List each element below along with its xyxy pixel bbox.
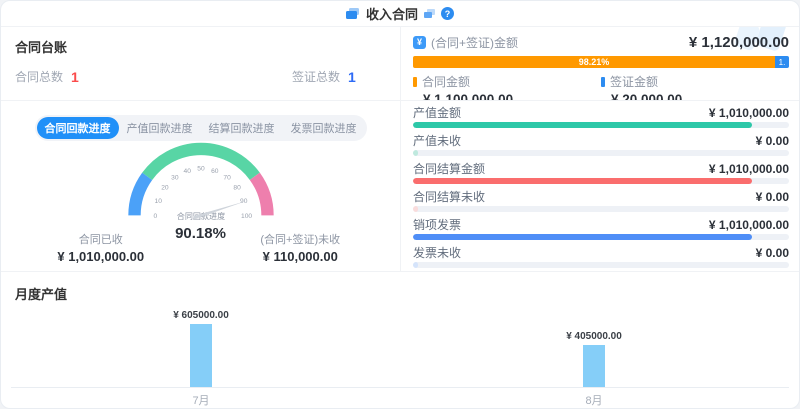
amount-icon: ¥ bbox=[413, 35, 426, 49]
tab-output-progress[interactable]: 产值回款进度 bbox=[126, 123, 193, 135]
row-label: 销项发票 bbox=[413, 218, 462, 232]
gauge-needle bbox=[192, 200, 246, 220]
help-icon[interactable]: ? bbox=[441, 7, 454, 20]
visa-amount-label: 签证金额 bbox=[610, 75, 659, 89]
ledger-title: 合同台账 bbox=[15, 40, 68, 55]
contract-ledger-section: 合同台账 合同总数 1 签证总数 1 bbox=[1, 27, 401, 101]
folder-icon bbox=[345, 8, 360, 19]
bar-july[interactable] bbox=[190, 324, 212, 387]
row-settlement-amount: 合同结算金额 ¥ 1,010,000.00 bbox=[413, 159, 789, 187]
tab-contract-progress[interactable]: 合同回款进度 bbox=[36, 117, 119, 139]
row-output-invoice: 销项发票 ¥ 1,010,000.00 bbox=[413, 215, 789, 243]
unreceived-label: (合同+签证)未收 bbox=[260, 234, 341, 246]
received-label: 合同已收 bbox=[78, 234, 123, 246]
row-label: 合同结算未收 bbox=[413, 190, 486, 204]
monthly-title: 月度产值 bbox=[15, 287, 68, 302]
document-icon bbox=[424, 9, 435, 18]
contract-amount-label: 合同金额 bbox=[422, 75, 471, 89]
amount-title: (合同+签证)金额 bbox=[431, 35, 519, 50]
row-value: ¥ 1,010,000.00 bbox=[708, 161, 789, 176]
contract-legend-mark-icon bbox=[413, 76, 417, 87]
gauge-tick: 80 bbox=[233, 185, 241, 192]
gauge-tick: 50 bbox=[197, 166, 205, 173]
contract-ratio-segment[interactable]: 98.21% bbox=[413, 56, 775, 68]
visa-count-stat: 签证总数 1 bbox=[292, 68, 356, 85]
gauge-tick: 60 bbox=[211, 168, 219, 175]
amount-summary-section: ¥ (合同+签证)金额 ¥ 1,120,000.00 98.21% 1. 合同金… bbox=[401, 27, 799, 101]
row-progress-bar bbox=[413, 178, 789, 184]
visa-legend-mark-icon bbox=[601, 76, 605, 87]
row-output-amount: 产值金额 ¥ 1,010,000.00 bbox=[413, 103, 789, 131]
gauge-tick: 20 bbox=[161, 185, 169, 192]
gauge-tick: 10 bbox=[154, 198, 162, 205]
unreceived-value: ¥ 110,000.00 bbox=[262, 249, 338, 264]
amount-detail-section: 产值金额 ¥ 1,010,000.00 产值未收 ¥ 0.00 合同结算金额 ¥… bbox=[401, 101, 799, 271]
row-progress-bar bbox=[413, 122, 789, 128]
visa-ratio-segment[interactable]: 1. bbox=[775, 56, 789, 68]
gauge-tick: 30 bbox=[171, 174, 179, 181]
row-invoice-unreceived: 发票未收 ¥ 0.00 bbox=[413, 243, 789, 271]
bar-value-label: ¥ 605000.00 bbox=[173, 310, 229, 321]
gauge-segment-high bbox=[249, 172, 274, 216]
row-label: 产值金额 bbox=[413, 106, 462, 120]
row-label: 合同结算金额 bbox=[413, 162, 486, 176]
row-progress-bar bbox=[413, 234, 789, 240]
payment-progress-section: 合同回款进度 产值回款进度 结算回款进度 发票回款进度 0 10 20 30 4… bbox=[1, 101, 401, 271]
row-value: ¥ 1,010,000.00 bbox=[708, 217, 789, 232]
page-title: 收入合同 bbox=[365, 7, 418, 22]
unreceived-summary: (合同+签证)未收 ¥ 110,000.00 bbox=[201, 231, 401, 264]
bar-august[interactable] bbox=[583, 345, 605, 387]
contract-count-stat: 合同总数 1 bbox=[15, 68, 386, 85]
gauge-tick: 0 bbox=[153, 213, 157, 220]
gauge-tick: 70 bbox=[223, 174, 231, 181]
gauge-label: 合同回款进度 bbox=[176, 211, 224, 221]
gauge-tick: 90 bbox=[240, 198, 248, 205]
row-progress-bar bbox=[413, 262, 789, 268]
contract-amount-value: ¥ 1,100,000.00 bbox=[423, 92, 514, 101]
row-progress-bar bbox=[413, 150, 789, 156]
amount-total-value: ¥ 1,120,000.00 bbox=[688, 33, 789, 51]
visa-amount-value: ¥ 20,000.00 bbox=[611, 92, 683, 101]
row-settlement-unreceived: 合同结算未收 ¥ 0.00 bbox=[413, 187, 789, 215]
row-value: ¥ 0.00 bbox=[755, 133, 789, 148]
row-value: ¥ 0.00 bbox=[755, 245, 789, 260]
visa-count-value: 1 bbox=[348, 68, 356, 85]
row-progress-bar bbox=[413, 206, 789, 212]
gauge-segment-mid bbox=[141, 142, 260, 181]
legend-visa-amount: 签证金额 ¥ 20,000.00 bbox=[601, 73, 789, 101]
legend-contract-amount: 合同金额 ¥ 1,100,000.00 bbox=[413, 73, 601, 101]
page-header: 收入合同 ? bbox=[1, 1, 799, 27]
gauge-tick: 40 bbox=[183, 168, 191, 175]
contract-visa-ratio-bar: 98.21% 1. bbox=[413, 56, 789, 68]
received-summary: 合同已收 ¥ 1,010,000.00 bbox=[1, 231, 201, 264]
tab-invoice-progress[interactable]: 发票回款进度 bbox=[290, 123, 357, 135]
x-axis-tick: 7月 bbox=[192, 395, 210, 407]
row-value: ¥ 1,010,000.00 bbox=[708, 105, 789, 120]
row-output-unreceived: 产值未收 ¥ 0.00 bbox=[413, 131, 789, 159]
contract-count-label: 合同总数 bbox=[15, 70, 64, 84]
received-value: ¥ 1,010,000.00 bbox=[57, 249, 145, 264]
monthly-output-section: 月度产值 ¥ 605000.00 ¥ 405000.00 7月 8月 bbox=[1, 271, 799, 408]
x-axis-line bbox=[11, 387, 789, 388]
x-axis-tick: 8月 bbox=[585, 395, 603, 407]
progress-tabs: 合同回款进度 产值回款进度 结算回款进度 发票回款进度 bbox=[34, 115, 367, 141]
gauge-segment-low bbox=[127, 172, 152, 216]
bar-value-label: ¥ 405000.00 bbox=[566, 331, 622, 342]
row-label: 发票未收 bbox=[413, 246, 462, 260]
visa-count-label: 签证总数 bbox=[292, 70, 341, 84]
tab-settlement-progress[interactable]: 结算回款进度 bbox=[208, 123, 275, 135]
gauge-tick: 100 bbox=[241, 213, 252, 220]
row-label: 产值未收 bbox=[413, 134, 462, 148]
row-value: ¥ 0.00 bbox=[755, 189, 789, 204]
contract-count-value: 1 bbox=[71, 68, 79, 85]
